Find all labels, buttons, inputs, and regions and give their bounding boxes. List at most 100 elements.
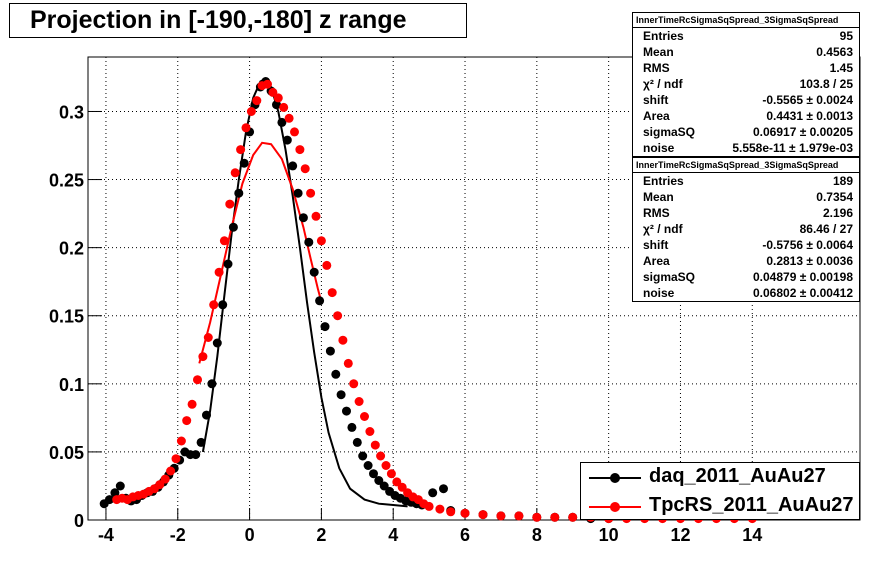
data-point [352, 437, 362, 447]
stats-value: 0.7354 [816, 190, 853, 204]
stats-value: 2.196 [822, 206, 853, 220]
legend-label: TpcRS_2011_AuAu27 [649, 494, 854, 516]
data-point [166, 466, 176, 476]
data-point [209, 300, 219, 310]
stats-value: 0.4563 [816, 45, 853, 59]
data-point [360, 412, 369, 421]
stats-row-chi2: χ² / ndf 86.46 / 27 [633, 221, 859, 237]
data-point [568, 512, 578, 522]
stats-row-area: Area 0.2813 ± 0.0036 [633, 253, 859, 269]
data-point [268, 87, 278, 97]
stats-label: χ² / ndf [643, 222, 683, 236]
data-point [295, 145, 305, 155]
stats-value: 0.2813 ± 0.0036 [766, 254, 853, 268]
data-point [336, 390, 346, 400]
data-point [460, 508, 470, 518]
y-tick-label: 0 [74, 511, 84, 531]
data-point [288, 161, 298, 171]
stats-box-tpcrs: InnerTimeRcSigmaSqSpread_3SigmaSqSpread … [632, 157, 860, 302]
stats-label: shift [643, 238, 669, 252]
stats-row-chi2: χ² / ndf 103.8 / 25 [633, 76, 859, 92]
data-point [263, 79, 272, 89]
stats-row-shift: shift -0.5756 ± 0.0064 [633, 237, 859, 253]
data-point [298, 213, 308, 223]
data-point [309, 267, 319, 277]
x-tick-label: -4 [98, 525, 114, 545]
data-point [347, 422, 357, 432]
stats-value: 95 [839, 29, 853, 43]
data-point [234, 188, 244, 198]
data-point [376, 451, 386, 461]
data-point [315, 296, 325, 306]
stats-row-sigmasq: sigmaSQ 0.06917 ± 0.00205 [633, 124, 859, 140]
stats-label: shift [643, 93, 669, 107]
stats-row-area: Area 0.4431 ± 0.0013 [633, 108, 859, 124]
stats-value: 86.46 / 27 [799, 222, 853, 236]
data-point [225, 199, 235, 209]
data-point [306, 188, 316, 198]
fit-curve [201, 77, 408, 508]
data-point [105, 495, 114, 505]
data-point [241, 123, 251, 133]
data-point [365, 427, 375, 436]
data-point [550, 512, 560, 522]
x-tick-label: 10 [599, 525, 619, 545]
plot-frame [87, 56, 861, 521]
stats-value: 189 [832, 174, 853, 188]
data-point [282, 135, 292, 145]
data-point [325, 346, 335, 356]
x-tick-label: 8 [532, 525, 542, 545]
stats-box-daq: InnerTimeRcSigmaSqSpread_3SigmaSqSpread … [632, 12, 860, 157]
stats-label: RMS [643, 61, 670, 75]
stats-value: 0.06917 ± 0.00205 [752, 125, 853, 139]
data-point [343, 358, 353, 368]
data-point [214, 267, 224, 277]
x-tick-label: 6 [460, 525, 470, 545]
data-point [349, 379, 359, 389]
legend-entry-daq: daq_2011_AuAu27 [581, 463, 859, 491]
stats-row-noise: noise 5.558e-11 ± 1.979e-03 [633, 140, 859, 156]
y-tick-label: 0.3 [59, 102, 84, 122]
data-point [397, 482, 407, 492]
data-point [203, 333, 213, 342]
stats-row-rms: RMS 2.196 [633, 205, 859, 221]
data-point [207, 379, 217, 389]
stats-label: Entries [643, 29, 684, 43]
data-point [193, 375, 202, 385]
y-tick-label: 0.15 [49, 307, 84, 327]
data-point [374, 476, 384, 485]
chart-title: Projection in [-190,-180] z range [30, 6, 407, 34]
data-point [311, 211, 321, 221]
data-point [514, 511, 524, 521]
data-point [236, 145, 246, 155]
x-tick-label: 12 [670, 525, 690, 545]
stats-row-sigmasq: sigmaSQ 0.04879 ± 0.00198 [633, 269, 859, 285]
legend-marker-red-icon [589, 502, 641, 512]
data-point [370, 440, 380, 450]
stats-header: InnerTimeRcSigmaSqSpread_3SigmaSqSpread [633, 158, 859, 173]
data-point [293, 188, 303, 198]
stats-value: 5.558e-11 ± 1.979e-03 [732, 141, 853, 155]
data-point [273, 93, 283, 103]
data-point [333, 311, 343, 321]
x-tick-label: 14 [742, 525, 762, 545]
stats-label: χ² / ndf [643, 77, 683, 91]
data-point [342, 406, 351, 416]
data-point [171, 454, 181, 464]
data-point [327, 288, 337, 298]
legend: daq_2011_AuAu27 TpcRS_2011_AuAu27 [580, 462, 860, 520]
data-point [331, 369, 341, 379]
axes: -4 -2 0 2 4 6 8 10 12 14 0 0.05 0.1 0.15 0.2 0.25 0.3 [49, 102, 762, 545]
data-point [212, 338, 222, 348]
stats-value: 103.8 / 25 [799, 77, 853, 91]
data-point [155, 480, 165, 490]
data-point [246, 107, 256, 116]
data-point [354, 397, 364, 406]
data-point [532, 512, 542, 522]
y-tick-label: 0.1 [59, 375, 84, 395]
data-point [272, 100, 281, 110]
stats-label: noise [643, 286, 675, 300]
y-tick-label: 0.05 [49, 443, 84, 463]
legend-marker-black-icon [589, 473, 641, 483]
stats-row-rms: RMS 1.45 [633, 60, 859, 76]
